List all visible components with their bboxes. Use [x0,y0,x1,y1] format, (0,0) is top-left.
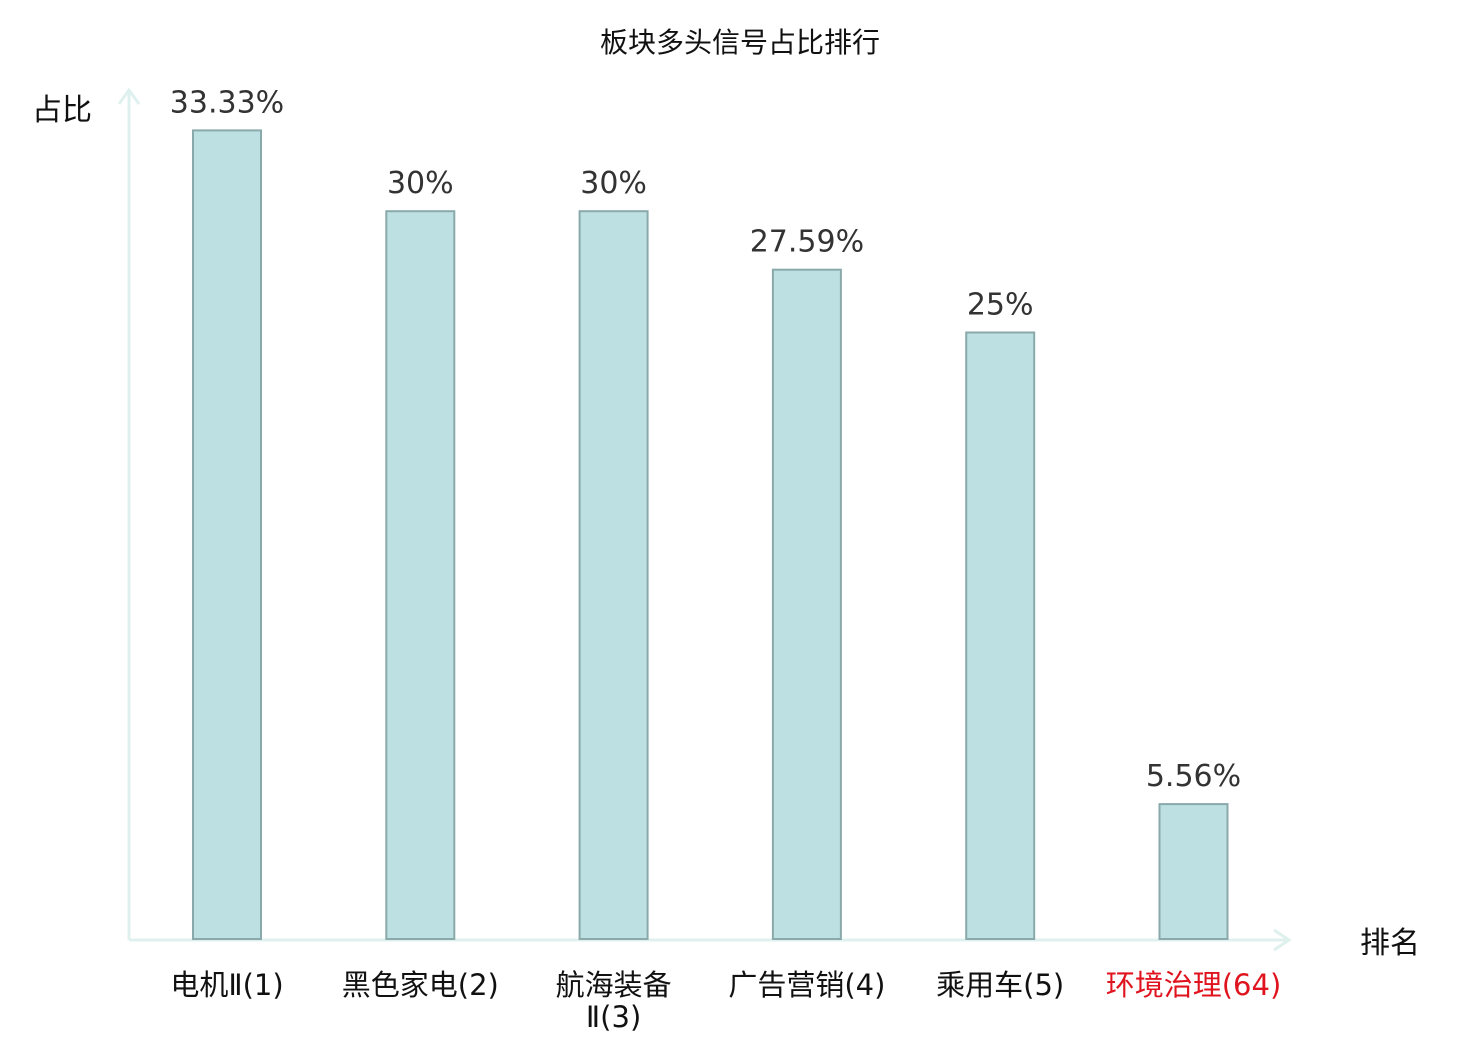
bar-value-label: 30% [387,166,454,201]
x-tick-label: 乘用车(5) [936,968,1064,1002]
bar [578,210,649,940]
x-axis-label: 排名 [1360,926,1420,961]
chart-title: 板块多头信号占比排行 [600,26,880,59]
bar-value-label: 27.59% [750,225,864,260]
y-axis [117,87,141,940]
x-tick-label: 环境治理(64) [1106,968,1282,1002]
y-axis-label: 占比 [32,93,92,128]
bars [192,129,1229,940]
bar [192,129,262,940]
bar-value-label: 25% [967,288,1034,323]
category-labels: 电机Ⅱ(1) 黑色家电(2) 航海装备 Ⅱ(3) 广告营销(4) 乘用车(5) 环境治理(6… [170,968,1281,1034]
bar [965,331,1036,940]
bar [1158,803,1229,940]
bar [771,268,842,940]
x-tick-label: 电机Ⅱ(1) [170,968,283,1002]
bar-value-label: 5.56% [1146,759,1241,794]
x-tick-label: 航海装备 Ⅱ(3) [556,968,672,1034]
value-labels: 33.33% 30% 30% 27.59% 25% 5.56% [170,85,1241,794]
x-tick-label: 黑色家电(2) [342,968,499,1002]
x-tick-label: 广告营销(4) [728,968,885,1002]
bar [385,210,456,940]
x-axis [129,928,1292,952]
bar-value-label: 33.33% [170,85,284,120]
bar-value-label: 30% [580,166,647,201]
